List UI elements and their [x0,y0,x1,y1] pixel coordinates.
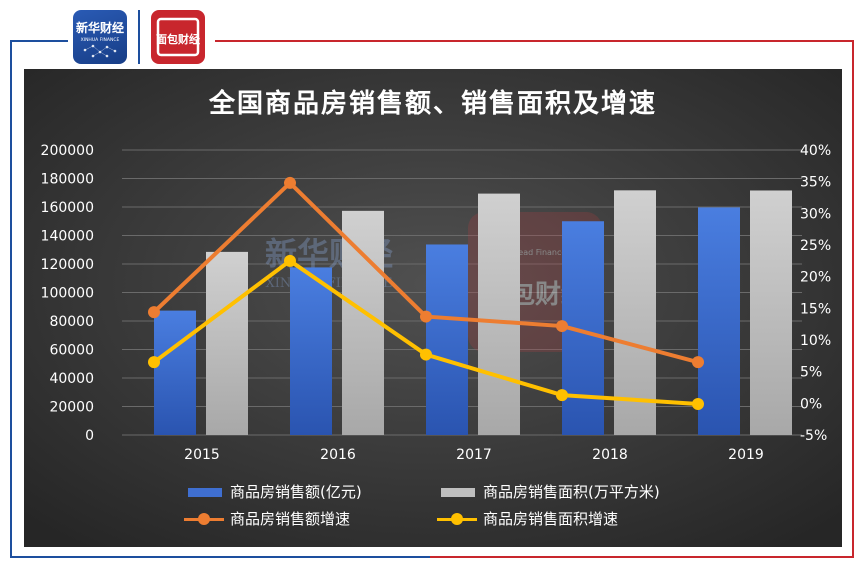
y-left-tick-label: 120000 [41,257,94,273]
bar-sales-amount [698,207,740,435]
y-left-tick-label: 60000 [49,343,94,359]
y-right-tick-label: -5% [800,428,827,444]
x-tick-label: 2015 [184,447,220,463]
y-left-tick-label: 80000 [49,314,94,330]
frame-right-line [852,40,854,558]
chart-legend: 商品房销售额(亿元) 商品房销售面积(万平方米) 商品房销售额增速 商品房销售面… [24,477,842,537]
bar-sales-amount [154,310,196,435]
legend-item-sales-area: 商品房销售面积(万平方米) [441,481,660,503]
bar-sales-amount [290,267,332,435]
y-left-tick-label: 180000 [41,172,94,188]
legend-label-sales-area: 商品房销售面积(万平方米) [483,483,660,501]
point-amount-growth [692,356,704,369]
legend-swatch-amount-growth [184,509,224,531]
y-left-tick-label: 20000 [49,400,94,416]
point-area-growth [420,348,432,361]
chart-panel: 新华财经 XINHUA FINANCE Bread Finance 面包财经 2… [24,69,842,547]
x-tick-label: 2016 [320,447,356,463]
y-left-tick-label: 0 [85,428,94,444]
legend-item-sales-amount: 商品房销售额(亿元) [188,481,362,503]
bar-sales-area [206,251,248,435]
x-tick-label: 2017 [456,447,492,463]
y-left-tick-label: 100000 [41,286,94,302]
legend-item-area-growth: 商品房销售面积增速 [437,508,618,530]
y-right-tick-label: 25% [800,238,831,254]
legend-item-amount-growth: 商品房销售额增速 [184,508,350,530]
frame-left-line [10,40,12,558]
y-right-tick-label: 15% [800,301,831,317]
point-amount-growth [284,176,296,189]
legend-label-area-growth: 商品房销售面积增速 [483,510,619,528]
legend-label-amount-growth: 商品房销售额增速 [230,510,351,528]
network-dots-icon [83,44,117,58]
xinhua-logo-text: 新华财经 [76,20,124,35]
y-right-tick-label: 10% [800,333,831,349]
y-right-tick-label: 5% [800,365,822,381]
y-left-tick-label: 160000 [41,200,94,216]
point-amount-growth [148,306,160,319]
point-area-growth [556,389,568,402]
x-tick-label: 2018 [592,447,628,463]
y-right-tick-label: 20% [800,270,831,286]
frame-bottom-right-line [430,556,854,558]
point-area-growth [692,397,704,410]
legend-swatch-sales-area [441,488,475,497]
point-area-growth [284,254,296,267]
y-right-tick-label: 35% [800,175,831,191]
bar-sales-amount [426,244,468,435]
y-right-tick-label: 30% [800,206,831,222]
point-amount-growth [420,310,432,323]
y-left-tick-label: 140000 [41,229,94,245]
y-left-tick-label: 40000 [49,371,94,387]
x-tick-label: 2019 [728,447,764,463]
y-left-tick-label: 200000 [41,143,94,159]
xinhua-logo-subtext: XINHUA FINANCE [81,37,120,43]
watermark-bread-finance-subtext: Bread Finance [510,248,567,257]
y-right-tick-label: 40% [800,143,831,159]
bar-sales-area [750,190,792,435]
bread-finance-logo: 面包财经 [151,10,205,64]
legend-label-sales-amount: 商品房销售额(亿元) [230,483,362,501]
legend-swatch-sales-amount [188,488,222,497]
bar-sales-area [614,190,656,435]
frame-top-right-line [215,40,854,42]
frame-top-left-line [10,40,68,42]
legend-swatch-area-growth [437,509,477,531]
xinhua-finance-logo: 新华财经 XINHUA FINANCE [73,10,127,64]
bread-finance-logo-text: 面包财经 [156,32,200,46]
chart-canvas: 新华财经 XINHUA FINANCE Bread Finance 面包财经 2… [24,69,842,547]
point-amount-growth [556,320,568,333]
frame-bottom-left-line [10,556,430,558]
chart-title: 全国商品房销售额、销售面积及增速 [208,89,657,119]
point-area-growth [148,356,160,369]
logo-divider [138,10,140,64]
bar-sales-area [478,193,520,435]
y-right-tick-label: 0% [800,396,822,412]
